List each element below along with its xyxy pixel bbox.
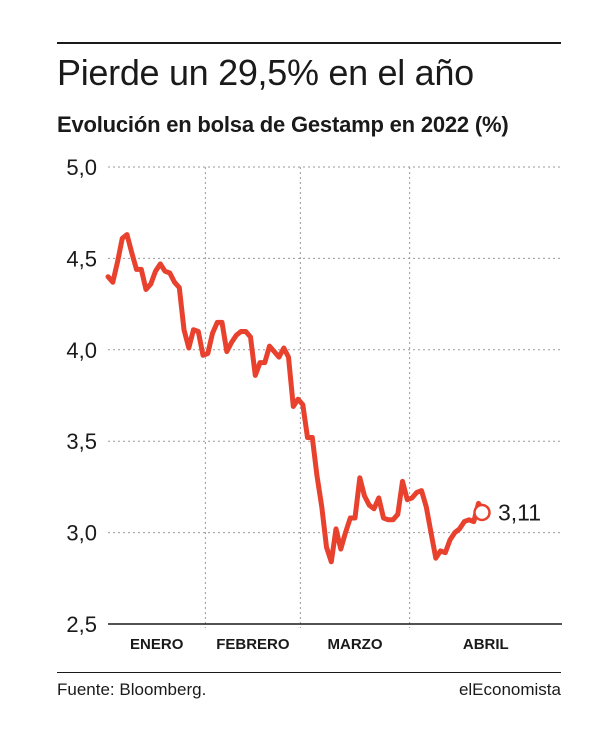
last-value-marker (473, 503, 491, 522)
brand-logo-text: elEconomista (458, 680, 561, 699)
chart-title: Pierde un 29,5% en el año (57, 52, 474, 93)
price-line (105, 232, 491, 565)
chart-subtitle: Evolución en bolsa de Gestamp en 2022 (%… (57, 112, 509, 137)
last-value-label: 3,11 (498, 499, 541, 525)
series-layer (105, 232, 491, 565)
y-tick-label: 4,0 (66, 338, 97, 363)
y-tick-label: 3,0 (66, 521, 97, 546)
month-label: ENERO (130, 636, 184, 653)
month-label: ABRIL (463, 636, 509, 653)
month-label: MARZO (328, 636, 383, 653)
month-label: FEBRERO (216, 636, 290, 653)
label-layer: 5,0 4,5 4,0 3,5 3,0 2,5 ENERO FEBRERO MARZO ABRIL… (66, 155, 541, 653)
y-tick-label: 3,5 (66, 429, 97, 454)
grid-layer (108, 166, 562, 628)
y-tick-label: 2,5 (66, 612, 97, 637)
top-rule (57, 42, 561, 44)
y-tick-label: 4,5 (66, 246, 97, 271)
y-tick-label: 5,0 (66, 155, 97, 180)
bottom-rule (57, 672, 561, 673)
source-note: Fuente: Bloomberg. (57, 680, 207, 699)
